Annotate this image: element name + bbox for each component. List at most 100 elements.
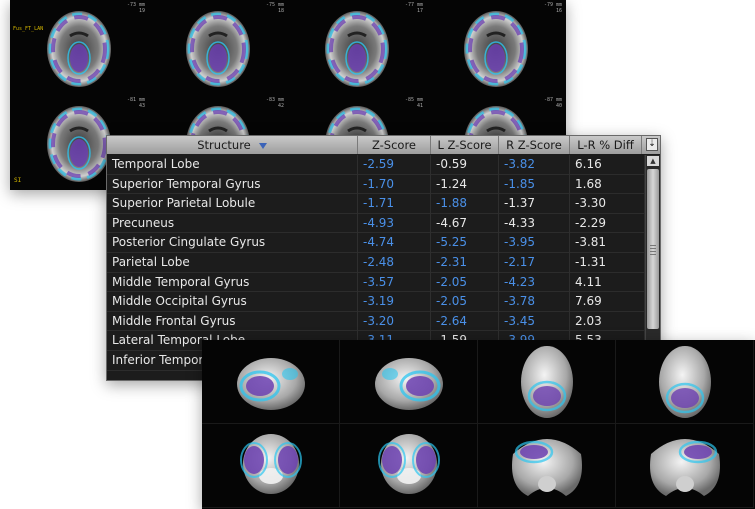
series-label: Fus_FT_LAN bbox=[13, 26, 44, 32]
sort-descending-icon[interactable] bbox=[258, 142, 267, 149]
lr-diff-cell: 4.11 bbox=[570, 272, 645, 293]
column-header-z-score[interactable]: Z-Score bbox=[358, 136, 431, 154]
slice-mm: -73 mm bbox=[126, 2, 145, 8]
l-z-score-cell: -1.88 bbox=[431, 194, 499, 214]
slice-mm: -75 mm bbox=[265, 2, 284, 8]
table-body: Temporal Lobe -2.59 -0.59 -3.82 6.16 Superior… bbox=[107, 155, 645, 371]
z-score-cell: -1.71 bbox=[358, 194, 431, 214]
slice-position-label: -87 mm 40 bbox=[544, 97, 562, 109]
scroll-up-icon[interactable]: ▲ bbox=[647, 156, 659, 166]
structure-cell: Temporal Lobe bbox=[107, 155, 358, 175]
z-score-cell: -2.48 bbox=[358, 252, 431, 273]
l-z-score-cell: -4.67 bbox=[431, 213, 499, 234]
r-z-score-cell: -3.82 bbox=[499, 155, 570, 175]
axial-slice-viewer[interactable]: Fus_FT_LAN -73 mm 19 -75 mm 18 -77 mm 17 -79 m… bbox=[10, 0, 566, 190]
z-score-cell: -4.74 bbox=[358, 233, 431, 253]
surface-view-medial-right[interactable] bbox=[616, 424, 754, 508]
slice-mm: -79 mm bbox=[543, 2, 562, 8]
structure-cell: Superior Parietal Lobule bbox=[107, 194, 358, 214]
slice-index: 19 bbox=[138, 8, 145, 14]
axial-slice[interactable]: -75 mm 18 bbox=[149, 0, 288, 95]
table-row[interactable]: Middle Frontal Gyrus -3.20 -2.64 -3.45 2.03 bbox=[107, 311, 645, 332]
r-z-score-cell: -3.95 bbox=[499, 233, 570, 253]
brain-slice-image bbox=[325, 11, 389, 87]
l-z-score-cell: -2.31 bbox=[431, 252, 499, 273]
z-score-cell: -3.19 bbox=[358, 292, 431, 312]
brain-slice-image bbox=[47, 11, 111, 87]
table-row[interactable]: Posterior Cingulate Gyrus -4.74 -5.25 -3.95… bbox=[107, 233, 645, 253]
lr-diff-cell: 6.16 bbox=[570, 155, 645, 175]
slice-position-label: -77 mm 17 bbox=[405, 2, 423, 14]
surface-view-posterior[interactable] bbox=[340, 424, 478, 508]
surface-view-medial-left[interactable] bbox=[478, 424, 616, 508]
axial-slice[interactable]: -79 mm 16 bbox=[427, 0, 566, 95]
column-header-r-z-score[interactable]: R Z-Score bbox=[499, 136, 570, 154]
vertical-scrollbar[interactable]: ▲ bbox=[645, 155, 660, 380]
table-row[interactable]: Middle Temporal Gyrus -3.57 -2.05 -4.23 4.11 bbox=[107, 272, 645, 293]
slice-index: 43 bbox=[138, 103, 145, 109]
brain-surface-image bbox=[240, 434, 302, 494]
column-header-lr-diff[interactable]: L-R % Diff bbox=[570, 136, 642, 154]
surface-projection-viewer[interactable] bbox=[202, 340, 755, 509]
z-score-cell: -4.93 bbox=[358, 213, 431, 234]
slice-position-label: -81 mm 43 bbox=[127, 97, 145, 109]
lr-diff-cell: 7.69 bbox=[570, 292, 645, 312]
slice-position-label: -75 mm 18 bbox=[266, 2, 284, 14]
table-row[interactable]: Temporal Lobe -2.59 -0.59 -3.82 6.16 bbox=[107, 155, 645, 175]
scroll-thumb[interactable] bbox=[647, 169, 659, 329]
structure-cell: Precuneus bbox=[107, 213, 358, 234]
brain-surface-image bbox=[375, 358, 443, 410]
l-z-score-cell: -0.59 bbox=[431, 155, 499, 175]
lr-diff-cell: 2.03 bbox=[570, 311, 645, 332]
table-row[interactable]: Superior Temporal Gyrus -1.70 -1.24 -1.85 1.… bbox=[107, 174, 645, 195]
structure-cell: Middle Frontal Gyrus bbox=[107, 311, 358, 332]
z-score-cell: -2.59 bbox=[358, 155, 431, 175]
surface-view-superior[interactable] bbox=[478, 340, 616, 424]
structure-cell: Posterior Cingulate Gyrus bbox=[107, 233, 358, 253]
axial-slice[interactable]: -73 mm 19 bbox=[10, 0, 149, 95]
axial-slice[interactable]: -81 mm 43 bbox=[10, 95, 149, 190]
structure-cell: Middle Occipital Gyrus bbox=[107, 292, 358, 312]
table-row[interactable]: Middle Occipital Gyrus -3.19 -2.05 -3.78 7.6… bbox=[107, 292, 645, 312]
structure-cell: Superior Temporal Gyrus bbox=[107, 174, 358, 195]
slice-position-label: -83 mm 42 bbox=[266, 97, 284, 109]
brain-surface-image bbox=[512, 439, 582, 496]
r-z-score-cell: -4.23 bbox=[499, 272, 570, 293]
surface-view-right-lateral[interactable] bbox=[340, 340, 478, 424]
table-header: Structure Z-Score L Z-Score R Z-Score L-… bbox=[107, 136, 660, 154]
slice-mm: -77 mm bbox=[404, 2, 423, 8]
slice-index: 40 bbox=[555, 103, 562, 109]
table-row[interactable]: Precuneus -4.93 -4.67 -4.33 -2.29 bbox=[107, 213, 645, 234]
table-row[interactable]: Parietal Lobe -2.48 -2.31 -2.17 -1.31 bbox=[107, 252, 645, 273]
slice-mm: -85 mm bbox=[404, 97, 423, 103]
slice-index: 18 bbox=[277, 8, 284, 14]
export-icon[interactable]: ⇣ bbox=[646, 138, 658, 151]
surface-view-anterior[interactable] bbox=[202, 424, 340, 508]
brain-slice-image bbox=[464, 11, 528, 87]
surface-view-inferior[interactable] bbox=[616, 340, 754, 424]
orientation-label: SI bbox=[14, 177, 22, 184]
l-z-score-cell: -5.25 bbox=[431, 233, 499, 253]
slice-index: 42 bbox=[277, 103, 284, 109]
l-z-score-cell: -2.64 bbox=[431, 311, 499, 332]
brain-surface-image bbox=[237, 358, 305, 410]
slice-position-label: -73 mm 19 bbox=[127, 2, 145, 14]
brain-slice-image bbox=[186, 11, 250, 87]
r-z-score-cell: -3.45 bbox=[499, 311, 570, 332]
axial-slice[interactable]: -77 mm 17 bbox=[288, 0, 427, 95]
slice-mm: -81 mm bbox=[126, 97, 145, 103]
slice-index: 41 bbox=[416, 103, 423, 109]
lr-diff-cell: -3.30 bbox=[570, 194, 645, 214]
slice-position-label: -79 mm 16 bbox=[544, 2, 562, 14]
column-header-structure[interactable]: Structure bbox=[107, 136, 358, 154]
r-z-score-cell: -2.17 bbox=[499, 252, 570, 273]
column-header-l-z-score[interactable]: L Z-Score bbox=[431, 136, 499, 154]
table-row[interactable]: Superior Parietal Lobule -1.71 -1.88 -1.37-… bbox=[107, 194, 645, 214]
grip-icon bbox=[650, 245, 656, 257]
surface-view-left-lateral[interactable] bbox=[202, 340, 340, 424]
brain-slice-image bbox=[47, 106, 111, 182]
slice-mm: -87 mm bbox=[543, 97, 562, 103]
lr-diff-cell: -1.31 bbox=[570, 252, 645, 273]
slice-index: 16 bbox=[555, 8, 562, 14]
lr-diff-cell: -2.29 bbox=[570, 213, 645, 234]
